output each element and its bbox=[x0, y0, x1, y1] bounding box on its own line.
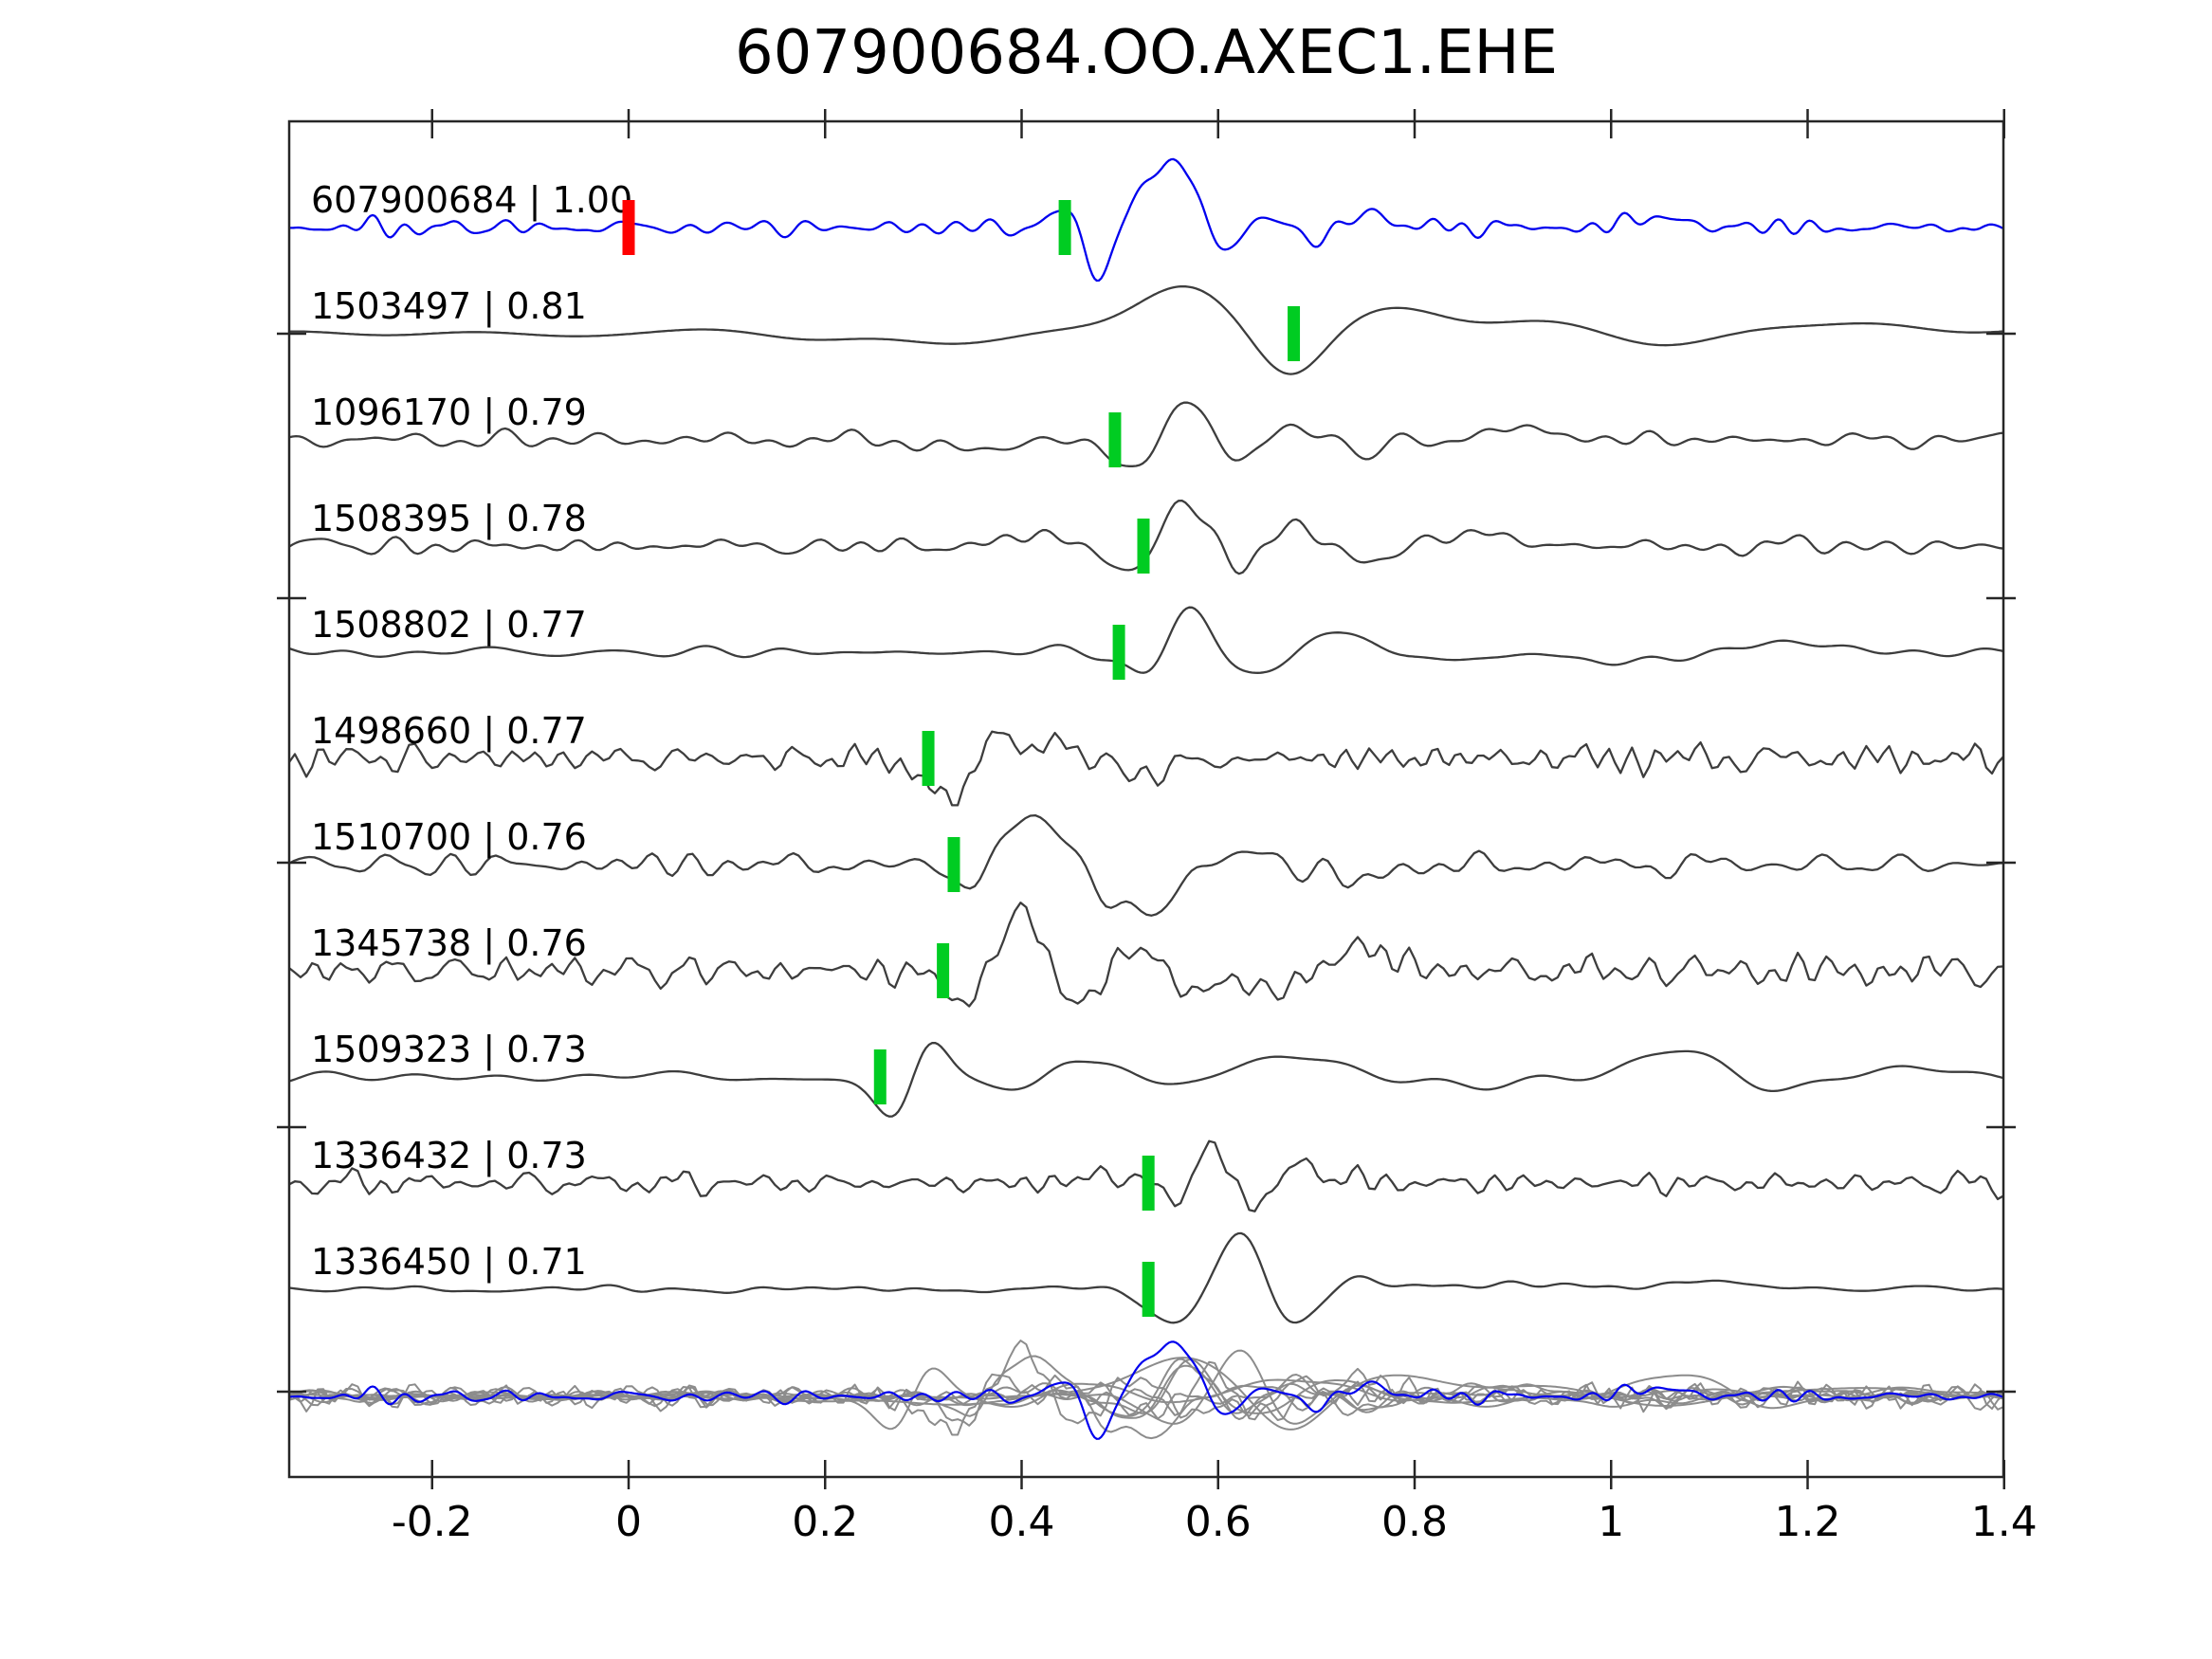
trace-label-1508395: 1508395 | 0.78 bbox=[311, 498, 587, 540]
trace-label-1345738: 1345738 | 0.76 bbox=[311, 922, 587, 965]
pick-marker-1508395 bbox=[1137, 519, 1150, 574]
trace-label-1336432: 1336432 | 0.73 bbox=[311, 1135, 587, 1177]
pick-marker-1096170 bbox=[1108, 412, 1122, 467]
overlay-path-1509323 bbox=[288, 1367, 2004, 1431]
plot-title: 607900684.OO.AXEC1.EHE bbox=[734, 18, 1559, 88]
origin-marker bbox=[622, 200, 635, 255]
overlay-path-1336450 bbox=[288, 1349, 2004, 1425]
trace-label-1503497: 1503497 | 0.81 bbox=[311, 285, 587, 328]
x-tick-label: 0.2 bbox=[792, 1498, 858, 1546]
trace-path-1345738 bbox=[288, 902, 2004, 1008]
pick-marker-1503497 bbox=[1288, 306, 1301, 361]
trace-label-1509323: 1509323 | 0.73 bbox=[311, 1029, 587, 1071]
overlay-path-1498660 bbox=[288, 1373, 2004, 1436]
trace-label-1510700: 1510700 | 0.76 bbox=[311, 816, 587, 859]
pick-marker-1498660 bbox=[922, 731, 935, 786]
pick-marker-1336432 bbox=[1142, 1156, 1155, 1211]
pick-marker-1345738 bbox=[937, 943, 950, 998]
plot-border bbox=[287, 119, 2005, 1479]
x-tick-label: 1.2 bbox=[1775, 1498, 1841, 1546]
trace-path-1510700 bbox=[288, 813, 2004, 917]
x-tick-label: 0.6 bbox=[1185, 1498, 1252, 1546]
x-tick-label: -0.2 bbox=[392, 1498, 473, 1546]
pick-marker-1510700 bbox=[947, 837, 960, 892]
x-tick-label: 1.4 bbox=[1971, 1498, 2038, 1546]
trace-label-1498660: 1498660 | 0.77 bbox=[311, 710, 587, 753]
trace-label-607900684: 607900684 | 1.00 bbox=[311, 179, 632, 222]
x-tick-label: 0 bbox=[615, 1498, 642, 1546]
trace-path-1509323 bbox=[288, 1041, 2004, 1118]
trace-label-1336450: 1336450 | 0.71 bbox=[311, 1241, 587, 1284]
trace-label-1508802: 1508802 | 0.77 bbox=[311, 604, 587, 647]
trace-path-607900684 bbox=[289, 157, 2004, 283]
trace-path-1508802 bbox=[288, 606, 2004, 674]
trace-path-1498660 bbox=[288, 730, 2004, 807]
trace-path-1503497 bbox=[289, 285, 2004, 375]
overlay-path-1345738 bbox=[288, 1340, 2004, 1427]
pick-marker-607900684 bbox=[1058, 200, 1071, 255]
x-tick-label: 0.4 bbox=[989, 1498, 1055, 1546]
x-tick-label: 0.8 bbox=[1381, 1498, 1448, 1546]
overlay-path-template bbox=[289, 1340, 2004, 1440]
pick-marker-1508802 bbox=[1112, 625, 1125, 680]
pick-marker-1336450 bbox=[1142, 1262, 1155, 1317]
trace-label-1096170: 1096170 | 0.79 bbox=[311, 392, 587, 434]
x-tick-label: 1 bbox=[1598, 1498, 1624, 1546]
pick-marker-1509323 bbox=[873, 1049, 887, 1104]
trace-path-1096170 bbox=[288, 401, 2004, 467]
